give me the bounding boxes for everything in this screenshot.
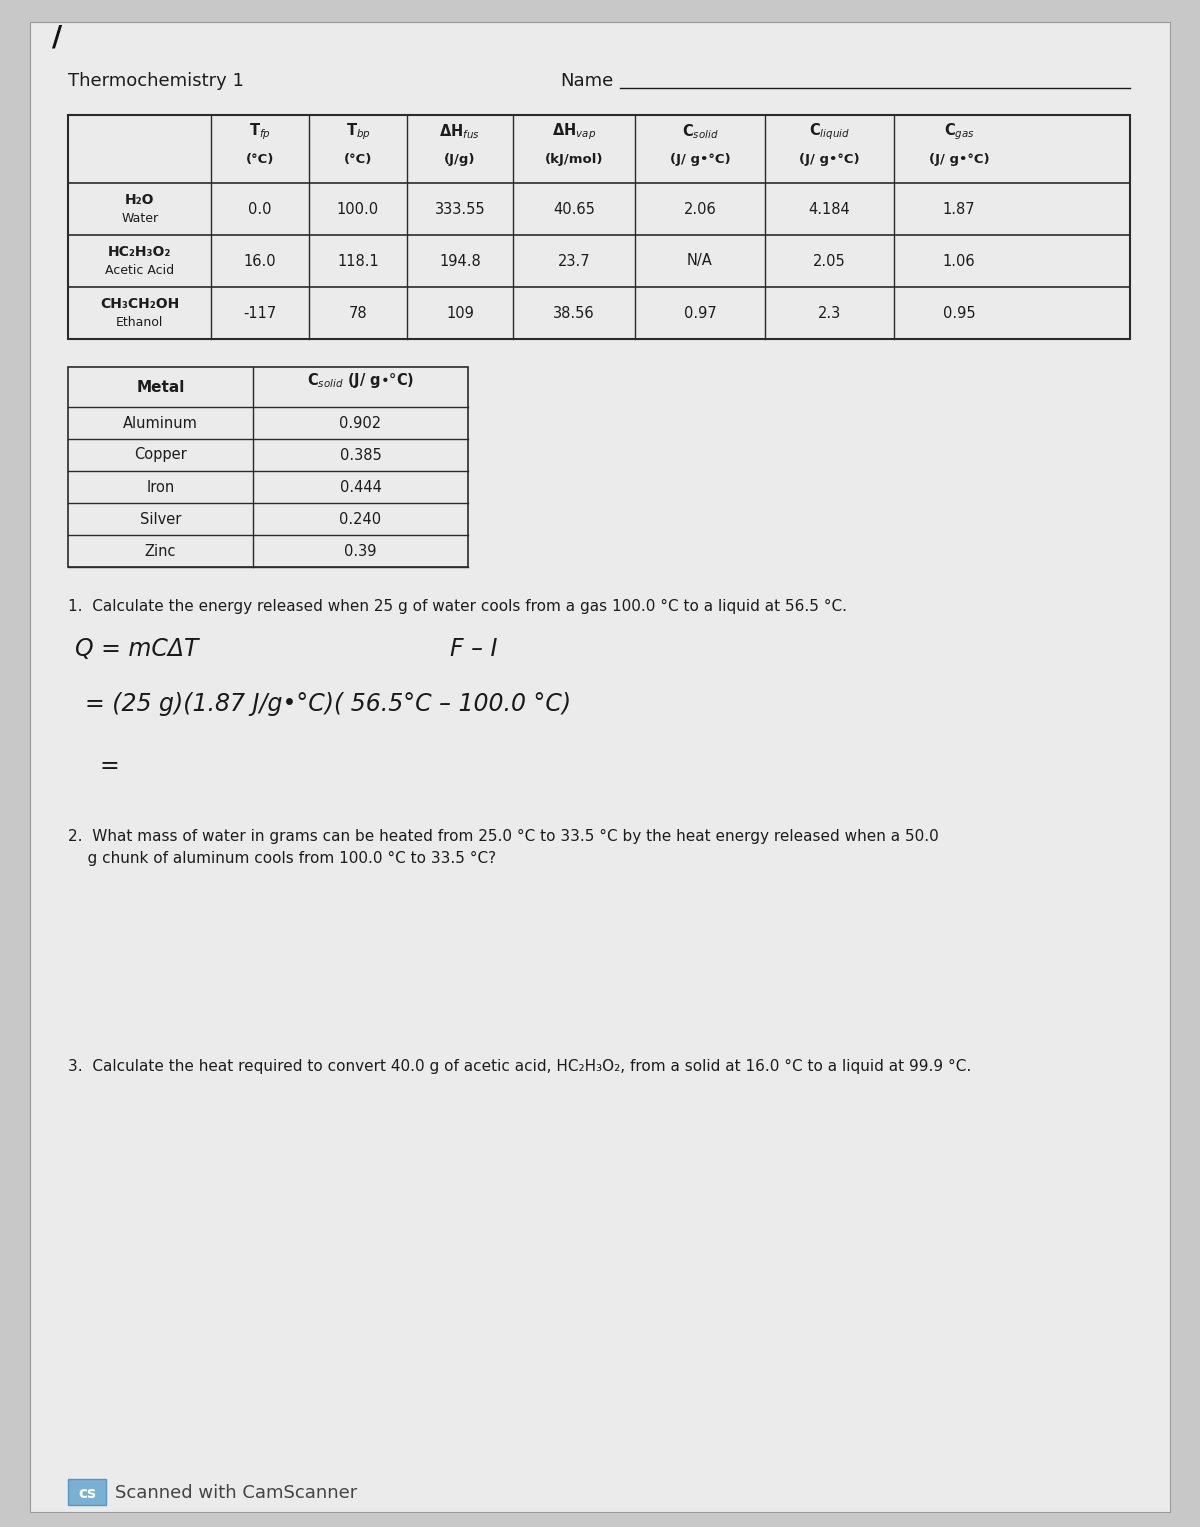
Text: 3.  Calculate the heat required to convert 40.0 g of acetic acid, HC₂H₃O₂, from : 3. Calculate the heat required to conver… (68, 1060, 971, 1073)
Text: 0.444: 0.444 (340, 479, 382, 495)
Text: Metal: Metal (137, 380, 185, 394)
Text: 2.06: 2.06 (684, 202, 716, 217)
Text: 333.55: 333.55 (434, 202, 485, 217)
Text: 38.56: 38.56 (553, 305, 595, 321)
Text: Copper: Copper (134, 447, 187, 463)
Text: 118.1: 118.1 (337, 253, 379, 269)
Text: ΔH$_{fus}$: ΔH$_{fus}$ (439, 122, 480, 142)
Text: C$_{solid}$ (J/ g•°C): C$_{solid}$ (J/ g•°C) (307, 371, 414, 391)
Text: 194.8: 194.8 (439, 253, 481, 269)
Text: 0.240: 0.240 (340, 512, 382, 527)
Text: (kJ/mol): (kJ/mol) (545, 153, 604, 166)
Text: Thermochemistry 1: Thermochemistry 1 (68, 72, 244, 90)
Text: C$_{liquid}$: C$_{liquid}$ (809, 122, 850, 142)
Text: 2.  What mass of water in grams can be heated from 25.0 °C to 33.5 °C by the hea: 2. What mass of water in grams can be he… (68, 829, 938, 844)
Text: 4.184: 4.184 (809, 202, 851, 217)
Text: 2.05: 2.05 (814, 253, 846, 269)
Text: (J/ g•°C): (J/ g•°C) (799, 153, 859, 166)
Text: /: / (52, 24, 62, 52)
Text: Water: Water (121, 212, 158, 226)
Text: N/A: N/A (688, 253, 713, 269)
Text: Iron: Iron (146, 479, 175, 495)
Text: 0.902: 0.902 (340, 415, 382, 431)
Text: Zinc: Zinc (145, 544, 176, 559)
Text: ΔH$_{vap}$: ΔH$_{vap}$ (552, 122, 596, 142)
Text: Ethanol: Ethanol (116, 316, 163, 330)
Text: (J/ g•°C): (J/ g•°C) (929, 153, 989, 166)
Text: 40.65: 40.65 (553, 202, 595, 217)
Text: 16.0: 16.0 (244, 253, 276, 269)
Text: (°C): (°C) (343, 153, 372, 166)
Text: -117: -117 (244, 305, 277, 321)
Text: Silver: Silver (140, 512, 181, 527)
Bar (68, 1480, 106, 1506)
Text: C$_{gas}$: C$_{gas}$ (943, 122, 974, 142)
Bar (68, 115, 1130, 339)
Text: (°C): (°C) (246, 153, 275, 166)
Bar (68, 366, 468, 567)
Text: Q = mCΔT: Q = mCΔT (74, 637, 198, 661)
Text: F – I: F – I (450, 637, 498, 661)
Text: cs: cs (78, 1486, 96, 1501)
Text: C$_{solid}$: C$_{solid}$ (682, 122, 719, 142)
Text: 1.  Calculate the energy released when 25 g of water cools from a gas 100.0 °C t: 1. Calculate the energy released when 25… (68, 599, 847, 614)
Text: = (25 g)(1.87 J/g•°C)( 56.5°C – 100.0 °C): = (25 g)(1.87 J/g•°C)( 56.5°C – 100.0 °C… (85, 692, 571, 716)
Text: =: = (100, 754, 120, 777)
Text: 109: 109 (446, 305, 474, 321)
Text: H₂O: H₂O (125, 192, 155, 208)
Text: Name: Name (560, 72, 613, 90)
Text: Aluminum: Aluminum (124, 415, 198, 431)
Text: T$_{fp}$: T$_{fp}$ (250, 122, 271, 142)
Text: g chunk of aluminum cools from 100.0 °C to 33.5 °C?: g chunk of aluminum cools from 100.0 °C … (68, 851, 496, 866)
Text: 100.0: 100.0 (337, 202, 379, 217)
Text: T$_{bp}$: T$_{bp}$ (346, 122, 371, 142)
Text: (J/g): (J/g) (444, 153, 475, 166)
Text: HC₂H₃O₂: HC₂H₃O₂ (108, 244, 172, 260)
Text: 0.0: 0.0 (248, 202, 272, 217)
Text: 1.87: 1.87 (943, 202, 976, 217)
Text: Acetic Acid: Acetic Acid (106, 264, 174, 278)
Text: 2.3: 2.3 (818, 305, 841, 321)
Text: CH₃CH₂OH: CH₃CH₂OH (100, 296, 179, 312)
Text: 23.7: 23.7 (558, 253, 590, 269)
Text: 0.95: 0.95 (943, 305, 976, 321)
Text: 0.385: 0.385 (340, 447, 382, 463)
Text: 0.97: 0.97 (684, 305, 716, 321)
Text: Scanned with CamScanner: Scanned with CamScanner (115, 1484, 358, 1503)
Text: 0.39: 0.39 (344, 544, 377, 559)
Text: (J/ g•°C): (J/ g•°C) (670, 153, 731, 166)
Text: 1.06: 1.06 (943, 253, 976, 269)
Text: 78: 78 (349, 305, 367, 321)
